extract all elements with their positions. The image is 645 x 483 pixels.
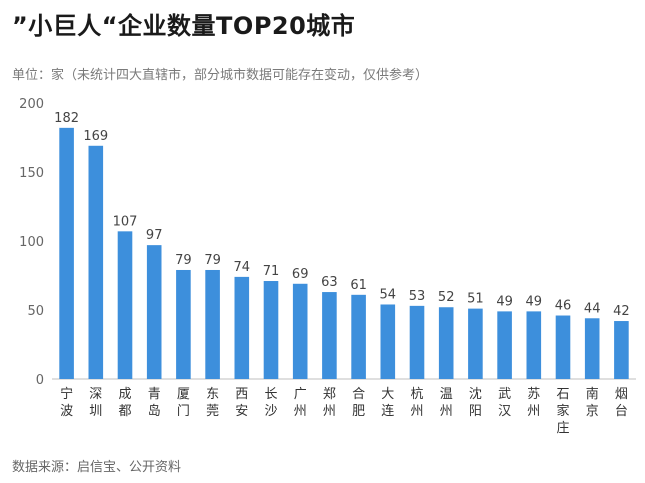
category-label: 沈阳 bbox=[469, 387, 482, 419]
category-label: 大连 bbox=[381, 387, 394, 419]
category-label: 南京 bbox=[586, 386, 599, 419]
bar-value-label: 46 bbox=[555, 299, 572, 314]
bar-value-label: 97 bbox=[146, 228, 163, 243]
category-label: 合肥 bbox=[352, 387, 365, 419]
bar bbox=[88, 145, 104, 379]
category-label: 武汉 bbox=[498, 387, 511, 419]
y-axis: 0 50 100 150 200 bbox=[19, 97, 44, 388]
bar bbox=[146, 245, 162, 379]
bar bbox=[555, 315, 571, 379]
bar-value-label: 74 bbox=[234, 260, 251, 275]
y-tick-label: 150 bbox=[19, 166, 44, 181]
bar-value-label: 44 bbox=[584, 301, 601, 316]
bar-value-label: 42 bbox=[613, 304, 630, 319]
category-label: 宁波 bbox=[60, 386, 73, 419]
bar bbox=[380, 304, 396, 379]
bar-value-label: 51 bbox=[467, 292, 484, 307]
y-tick-label: 200 bbox=[19, 97, 44, 112]
bar bbox=[176, 269, 191, 379]
category-label: 郑州 bbox=[323, 387, 336, 419]
bar-value-label: 49 bbox=[496, 294, 513, 309]
bar-value-label: 182 bbox=[54, 111, 79, 126]
bar bbox=[322, 292, 337, 379]
value-labels: 182 169 107 97 79 79 74 71 69 63 61 54 53 52 51 49 49 46 4… bbox=[54, 111, 629, 319]
bars bbox=[59, 127, 629, 379]
bar-value-label: 79 bbox=[204, 253, 221, 268]
bar bbox=[584, 318, 600, 379]
bar bbox=[409, 305, 425, 379]
category-label: 东莞 bbox=[206, 387, 219, 419]
bar-value-label: 54 bbox=[380, 287, 397, 302]
data-source: 数据来源：启信宝、公开资料 bbox=[12, 460, 182, 475]
bar bbox=[117, 231, 133, 379]
bar bbox=[234, 276, 250, 379]
bar bbox=[614, 321, 629, 379]
bar bbox=[59, 127, 74, 379]
bar bbox=[526, 311, 542, 379]
bar bbox=[438, 307, 454, 379]
bar bbox=[497, 311, 512, 379]
bar-value-label: 71 bbox=[263, 264, 280, 279]
bar bbox=[351, 294, 366, 379]
category-label: 广州 bbox=[294, 387, 307, 419]
category-label: 苏州 bbox=[527, 386, 540, 419]
category-label: 长沙 bbox=[264, 387, 277, 419]
y-tick-label: 50 bbox=[27, 304, 44, 319]
bar-value-label: 49 bbox=[526, 294, 543, 309]
bar-value-label: 169 bbox=[83, 129, 108, 144]
bar-value-label: 52 bbox=[438, 290, 455, 305]
bar bbox=[292, 283, 308, 379]
category-label: 烟台 bbox=[615, 387, 628, 419]
category-label: 石家庄 bbox=[556, 387, 569, 436]
category-label: 西安 bbox=[235, 387, 248, 419]
y-tick-label: 0 bbox=[36, 373, 44, 388]
category-label: 温州 bbox=[440, 387, 453, 419]
category-label: 青岛 bbox=[148, 387, 161, 419]
bar-value-label: 79 bbox=[175, 253, 192, 268]
bar-value-label: 63 bbox=[321, 275, 338, 290]
bar-value-label: 107 bbox=[113, 214, 138, 229]
y-tick-label: 100 bbox=[19, 235, 44, 250]
chart-title: ”小巨人“企业数量TOP20城市 bbox=[12, 12, 356, 40]
category-label: 厦门 bbox=[177, 387, 190, 419]
category-label: 杭州 bbox=[410, 387, 423, 419]
bar-value-label: 61 bbox=[350, 278, 367, 293]
bar bbox=[468, 308, 483, 379]
category-label: 成都 bbox=[118, 387, 131, 419]
chart-subtitle: 单位：家（未统计四大直辖市，部分城市数据可能存在变动，仅供参考） bbox=[12, 68, 429, 83]
bar-value-label: 69 bbox=[292, 267, 309, 282]
category-label: 深圳 bbox=[89, 387, 102, 419]
bar bbox=[263, 281, 279, 379]
bar bbox=[205, 269, 220, 379]
bar-value-label: 53 bbox=[409, 289, 426, 304]
